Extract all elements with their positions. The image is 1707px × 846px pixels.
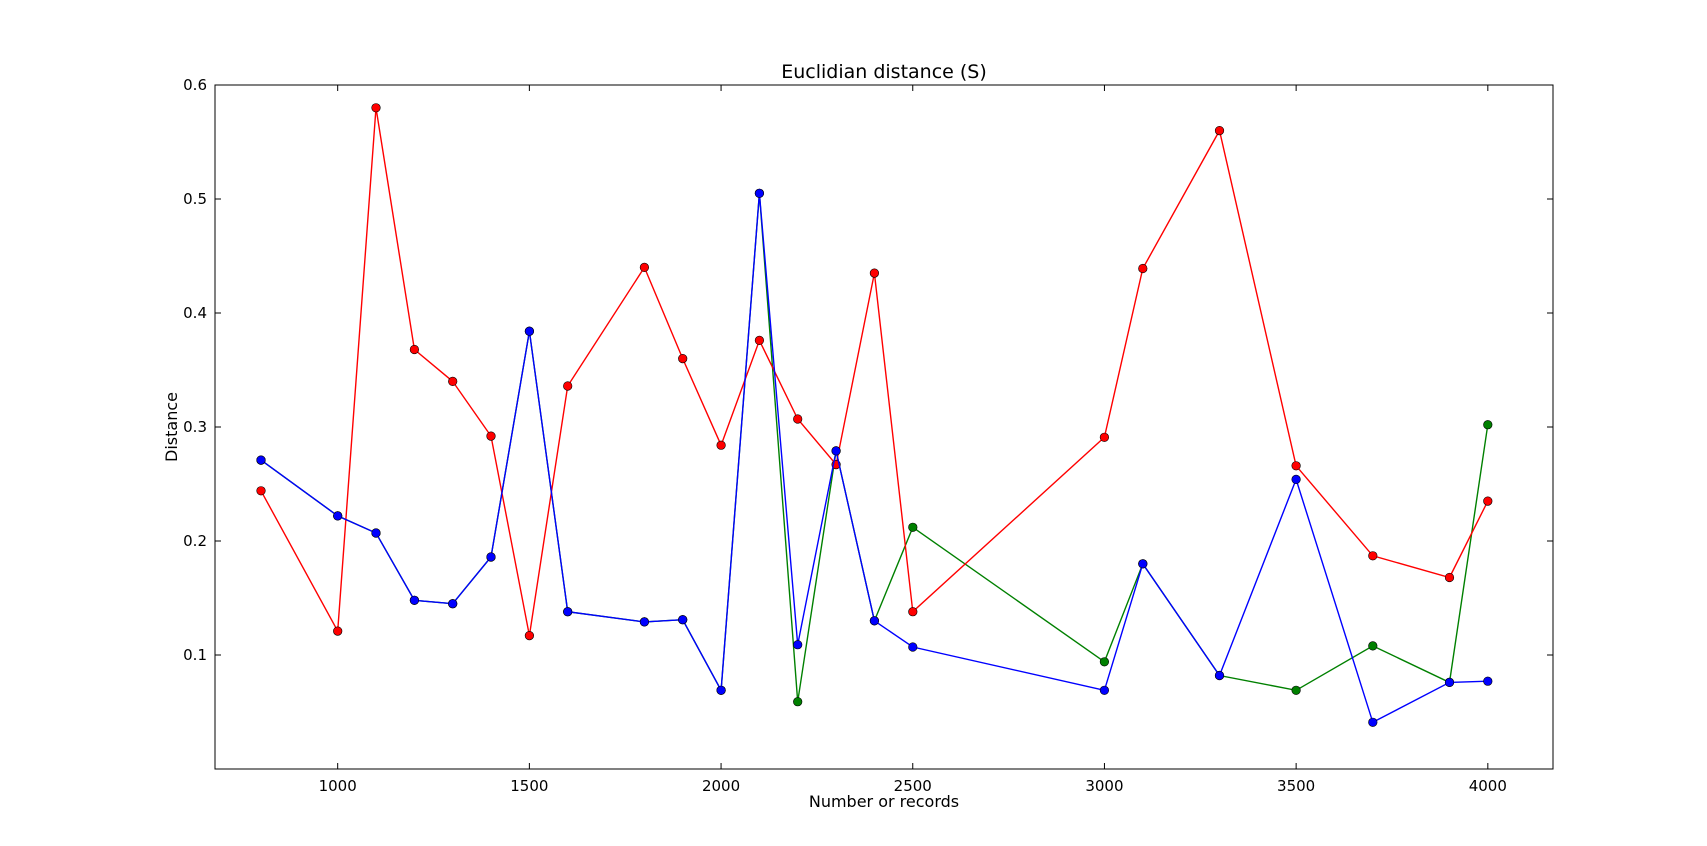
series-3-point-21 [1368, 717, 1378, 727]
x-tick-label: 1000 [319, 777, 357, 795]
series-2-point-13 [793, 414, 803, 424]
series-3-point-10 [678, 615, 688, 625]
series-2-point-21 [1368, 551, 1378, 561]
series-3-point-7 [524, 326, 535, 336]
series-3-point-13 [793, 640, 803, 650]
series-2 [256, 103, 1493, 641]
series-1-point-16 [908, 522, 918, 532]
series-3-point-19 [1214, 670, 1225, 681]
series-2-point-8 [563, 381, 573, 391]
series-2-point-23 [1483, 496, 1493, 506]
series-3-point-20 [1291, 474, 1301, 485]
series-3-point-5 [448, 599, 458, 609]
series-3-point-6 [486, 552, 496, 562]
series-2-point-15 [869, 268, 880, 278]
y-axis-label: Distance [162, 392, 181, 462]
y-tick-label: 0.3 [183, 418, 207, 436]
series-2-point-17 [1099, 432, 1109, 442]
series-3 [256, 188, 1493, 727]
series-1-point-17 [1099, 657, 1109, 667]
series-2-point-2 [333, 626, 343, 636]
series-3-point-18 [1138, 559, 1148, 569]
series-2-point-16 [908, 607, 918, 617]
plot-area [215, 85, 1553, 769]
x-tick-label: 2000 [702, 777, 740, 795]
x-axis-label: Number or records [809, 792, 959, 811]
series-3-point-15 [869, 616, 880, 626]
series-3-point-3 [371, 528, 381, 538]
series-2-point-3 [371, 103, 381, 113]
series-3-point-8 [563, 607, 573, 617]
x-tick-label: 4000 [1469, 777, 1507, 795]
series-2-point-6 [486, 431, 496, 441]
x-tick-label: 2500 [894, 777, 932, 795]
series-3-point-1 [256, 455, 266, 465]
series-2-point-7 [524, 630, 535, 641]
series-3-point-9 [639, 617, 650, 627]
series-2-point-11 [716, 440, 726, 450]
series-2-point-5 [448, 376, 458, 387]
series-3-point-4 [409, 595, 420, 605]
series-2-point-10 [678, 354, 688, 364]
x-tick-label: 3000 [1085, 777, 1123, 795]
y-tick-label: 0.2 [183, 532, 207, 550]
series-3-point-14 [831, 446, 841, 456]
series-2-point-12 [754, 335, 765, 346]
series-1-point-20 [1291, 685, 1301, 695]
y-tick-label: 0.6 [183, 76, 207, 94]
series-3-point-11 [716, 685, 726, 695]
y-tick-label: 0.5 [183, 190, 207, 208]
chart-title: Euclidian distance (S) [781, 61, 987, 83]
series-3-point-2 [333, 511, 343, 521]
y-tick-label: 0.4 [183, 304, 207, 322]
series-3-point-12 [754, 188, 765, 198]
series-3-point-16 [908, 642, 918, 652]
series-1-point-21 [1368, 641, 1378, 651]
series-1-point-13 [793, 697, 803, 707]
series-2-point-18 [1138, 263, 1148, 274]
x-tick-label: 1500 [510, 777, 548, 795]
x-tick-label: 3500 [1277, 777, 1315, 795]
series-1-point-23 [1483, 420, 1493, 430]
series-3-point-22 [1444, 677, 1455, 688]
series-2-point-20 [1291, 461, 1301, 471]
series-3-point-23 [1483, 676, 1493, 686]
ticks-layer: 1000 1500 2000 2500 3000 3500 4000 0.1 0.2 0.3 0.4… [183, 76, 1553, 795]
series-2-point-1 [256, 486, 266, 496]
series-2-point-22 [1444, 572, 1455, 583]
series-layer [256, 103, 1493, 727]
series-3-point-17 [1099, 685, 1109, 695]
series-2-point-4 [409, 344, 420, 355]
y-tick-label: 0.1 [183, 646, 207, 664]
series-2-point-9 [639, 262, 650, 273]
series-2-point-19 [1214, 126, 1225, 136]
